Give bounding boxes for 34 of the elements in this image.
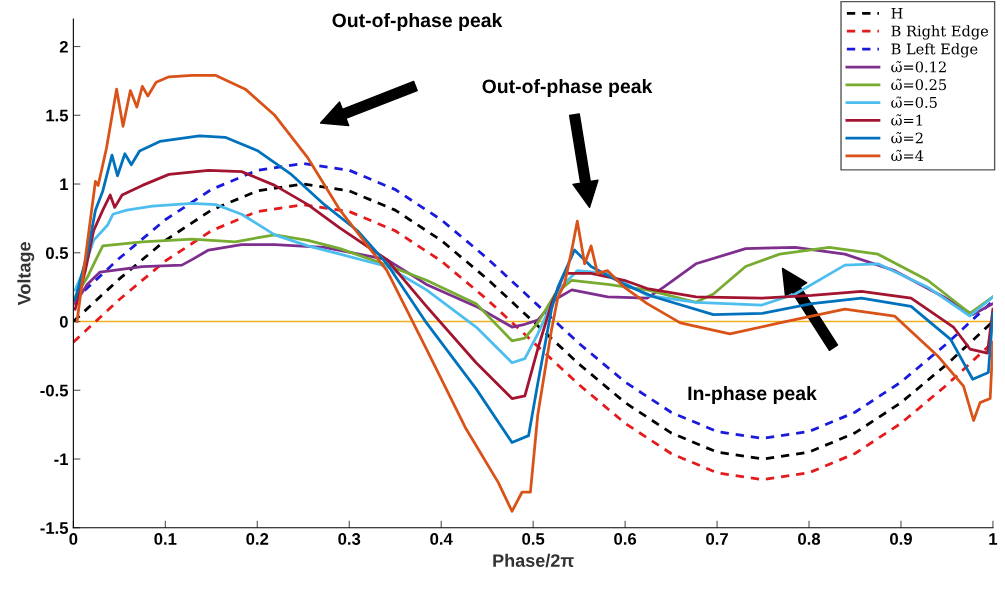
x-tick-label: 0 <box>69 533 78 545</box>
legend-label: ω̃=4 <box>891 149 924 162</box>
x-tick-label: 0.8 <box>798 533 821 545</box>
annotation: In-phase peak <box>688 385 817 405</box>
y-tick-label: 0 <box>59 315 68 328</box>
legend-label: ω̃=1 <box>891 114 922 126</box>
legend-label: B Left Edge <box>891 43 978 58</box>
legend-label: ω̃=0.5 <box>891 96 937 108</box>
x-tick-label: 0.9 <box>890 533 912 545</box>
x-axis-title: Phase/2π <box>493 553 574 568</box>
y-tick-label: 1.5 <box>46 109 69 122</box>
y-tick-label: 2 <box>59 40 68 53</box>
legend-label: ω̃=2 <box>891 131 923 144</box>
line-series <box>75 74 993 513</box>
legend-label: H <box>891 7 903 19</box>
y-tick-label: 1 <box>60 178 69 191</box>
x-tick-label: 0.1 <box>154 533 177 545</box>
y-tick-label: -0.5 <box>40 384 69 397</box>
legend-label: ω̃=0.25 <box>891 78 947 91</box>
x-tick-label: 0.5 <box>522 533 545 545</box>
annotation: Out-of-phase peak <box>332 12 503 32</box>
x-tick-label: 0.2 <box>246 533 269 545</box>
y-axis-title: Voltage <box>17 242 35 306</box>
y-tick-label: -1 <box>54 453 69 466</box>
legend-label: B Right Edge <box>891 25 989 40</box>
y-tick-label: -1.5 <box>40 522 69 534</box>
x-tick-label: 0.3 <box>338 533 361 545</box>
y-tick-label: 0.5 <box>46 247 69 259</box>
x-tick-label: 0.4 <box>430 533 453 545</box>
x-tick-label: 0.7 <box>706 533 728 545</box>
x-tick-label: 0.6 <box>614 533 637 545</box>
annotation: Out-of-phase peak <box>482 78 653 98</box>
legend-label: ω̃=0.12 <box>891 60 946 73</box>
x-tick-label: 1 <box>989 533 998 545</box>
